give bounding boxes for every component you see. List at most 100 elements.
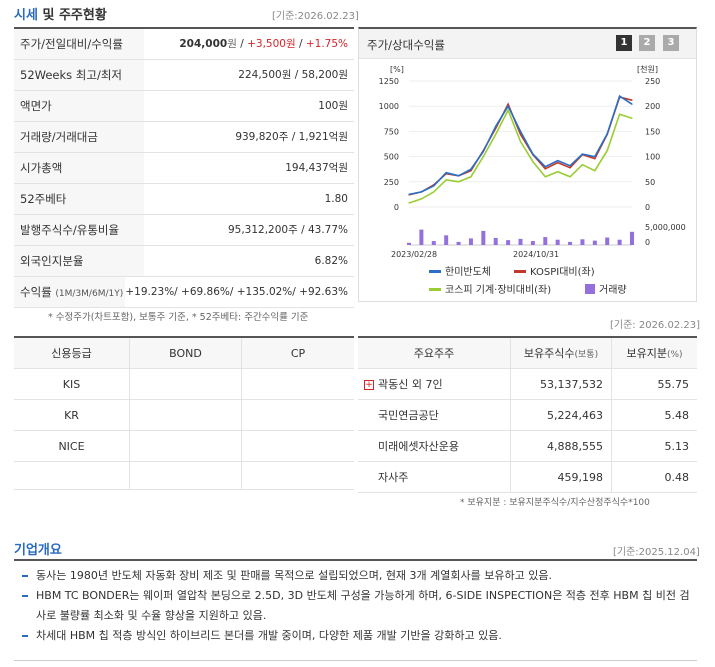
row-label: 주가/전일대비/수익률 [14,29,144,59]
table-row: 수익률 (1M/3M/6M/1Y) +19.23%/ +69.86%/ +135… [14,277,354,308]
row-label: 수익률 (1M/3M/6M/1Y) [14,277,126,307]
right-tick-label: 0 [645,203,650,212]
right-tick-label: 200 [645,102,660,111]
series-point [569,165,571,167]
row-value: 1.80 [324,193,348,205]
legend-sector: 코스피 기계·장비대비(좌) [445,284,551,296]
series-point [507,109,509,111]
volume-bar [444,235,449,245]
series-point [544,168,546,170]
series-point [594,170,596,172]
row-label: 52Weeks 최고/최저 [14,60,144,90]
section-title: 시세 및 주주현황 [14,4,107,23]
table-row: 발행주식수/유통비율 95,312,200주 / 43.77% [14,215,354,246]
section-date: [기준:2026.02.23] [272,11,359,22]
right-tick-label: 250 [645,77,660,86]
series-point [544,176,546,178]
row-value: 194,437억원 [285,162,348,174]
left-tick-label: 1000 [379,102,399,111]
series-point [495,125,497,127]
chart-tab-1[interactable]: 1 [616,35,632,51]
series-point [594,156,596,158]
table-row: 시가총액 194,437억원 [14,153,354,184]
section-title-sub: 및 주주현황 [42,8,107,23]
sep: / [236,38,248,50]
col-header: CP [241,338,354,368]
right-tick-label: 100 [645,153,660,162]
series-point [433,185,435,187]
row-label-text: 수익률 [20,285,52,299]
series-point [457,175,460,177]
table-row: 52주베타 1.80 [14,184,354,215]
col-header: 보유주식수(보통) [510,338,611,368]
overview-title: 기업개요 [14,543,62,558]
series-point [631,99,633,101]
left-tick-label: 0 [394,203,399,212]
bond-rating [129,431,241,461]
volume-bar [605,237,610,245]
series-point [507,105,509,107]
row-label-sub: (1M/3M/6M/1Y) [55,289,124,299]
table-header: 신용등급 BOND CP [14,338,354,369]
left-tick-label: 750 [384,127,399,136]
series-point [594,158,596,160]
volume-bar [568,241,573,245]
col-header: 신용등급 [51,347,92,360]
series-point [606,133,608,135]
series-point [420,191,422,193]
holder-pct: 55.75 [611,369,697,399]
holder-name-text: 곽동신 외 7인 [378,378,443,391]
volume-bar [481,230,486,245]
table-row: 거래량/거래대금 939,820주 / 1,921억원 [14,122,354,153]
col-header: 주요주주 [413,347,455,360]
volume-bar [506,240,511,245]
overview-date: [기준:2025.12.04] [613,547,700,558]
col-header: 보유지분(%) [611,338,697,368]
table-row: 주가/전일대비/수익률 204,000원 / +3,500원 / +1.75% [14,29,354,60]
right-axis-unit: [천원] [637,64,658,74]
row-value: 6.82% [314,255,348,267]
series-point [470,176,472,178]
volume-bar [518,238,523,245]
chart-tab-3[interactable]: 3 [663,35,679,51]
holder-pct: 5.13 [611,431,697,461]
agency-name: KIS [62,378,81,391]
row-value: 224,500원 / 58,200원 [238,69,348,81]
price-value: 204,000원 / +3,500원 / +1.75% [144,29,354,59]
volume-bar [419,229,424,245]
series-point [569,176,571,178]
series-point [557,171,559,173]
expand-icon[interactable]: + [364,380,374,390]
chart-title: 주가/상대수익률 [367,38,445,52]
volume-tick-bottom: 0 [645,238,650,247]
volume-bar [592,240,597,245]
holders-note: * 보유지분 : 보유지분주식수/지수산정주식수*100 [460,498,650,508]
legend-stock: 한미반도체 [445,266,491,278]
holder-pct: 0.48 [611,462,697,492]
series-point [507,103,509,105]
series-point [569,167,571,169]
holder-pct: 5.48 [611,400,697,430]
col-header-sub: (보통) [574,350,599,360]
series-point [445,179,447,181]
sep: / [295,38,306,50]
right-tick-label: 150 [645,127,660,136]
holder-shares: 4,888,555 [510,431,611,461]
volume-bar [617,239,622,245]
volume-bar [431,241,436,245]
series-point [408,193,410,195]
price-rate: +1.75% [305,38,348,50]
price-unit: 원 [227,38,237,50]
volume-bar [630,231,634,245]
divider [14,559,697,561]
chart-tab-2[interactable]: 2 [639,35,655,51]
series-point [457,181,460,183]
table-row: 자사주 459,198 0.48 [358,462,697,493]
x-label-2: 2024/10/31 [513,250,559,259]
col-header-text: 보유주식수 [523,347,575,360]
volume-bar [468,238,473,245]
series-point [408,202,410,204]
agency-name: KR [64,409,79,422]
list-item: 차세대 HBM 칩 적층 방식인 하이브리드 본더를 개발 중이며, 다양한 제… [22,626,692,646]
series-point [606,149,608,152]
